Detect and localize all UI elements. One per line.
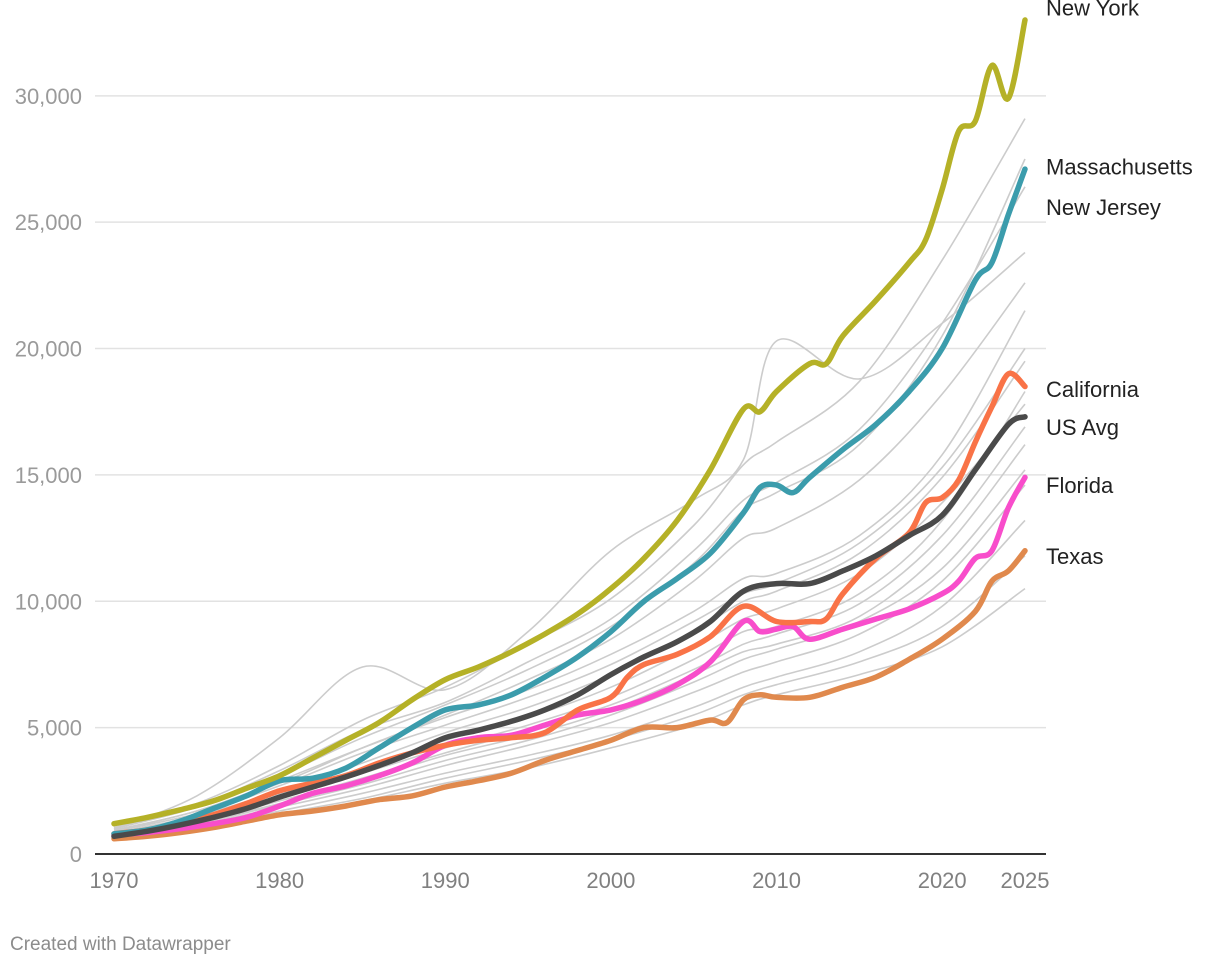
gridlines (95, 95, 1046, 729)
y-tick-label: 20,000 (15, 337, 82, 362)
background-series-line (113, 360, 1026, 834)
series-line-massachusetts (111, 166, 1028, 837)
label-us-avg: US Avg (1046, 415, 1119, 440)
background-series-line (113, 251, 1026, 830)
label-texas: Texas (1046, 544, 1103, 569)
x-axis-tick-labels: 1970 1980 1990 2000 2010 2020 2025 (90, 868, 1050, 893)
background-series-line (113, 426, 1026, 836)
x-tick-label: 1980 (255, 868, 304, 893)
background-series-line (113, 118, 1026, 829)
x-tick-label: 2020 (918, 868, 967, 893)
label-california: California (1046, 377, 1140, 402)
y-tick-label: 0 (70, 842, 82, 867)
x-tick-label: 2010 (752, 868, 801, 893)
y-axis-tick-labels: 0 5,000 10,000 15,000 20,000 25,000 30,000 (15, 84, 82, 867)
series-line-new-york (111, 17, 1028, 827)
label-florida: Florida (1046, 473, 1114, 498)
y-tick-label: 10,000 (15, 589, 82, 614)
highlighted-series-lines (111, 17, 1028, 842)
y-tick-label: 30,000 (15, 84, 82, 109)
series-line-florida (111, 474, 1028, 838)
credit-text: Created with Datawrapper (10, 934, 231, 955)
x-tick-label: 1970 (90, 868, 139, 893)
background-series-line (113, 444, 1026, 838)
series-end-labels: New York Massachusetts New Jersey Californi… (1046, 0, 1193, 569)
label-new-jersey: New Jersey (1046, 195, 1161, 220)
background-series-line (113, 519, 1026, 840)
series-line-california (111, 370, 1028, 837)
x-tick-label: 2000 (586, 868, 635, 893)
y-tick-label: 15,000 (15, 463, 82, 488)
background-series-line (113, 186, 1026, 830)
x-tick-label: 2025 (1001, 868, 1050, 893)
x-tick-label: 1990 (421, 868, 470, 893)
label-new-york: New York (1046, 0, 1140, 20)
series-line-texas (111, 547, 1028, 842)
background-series-lines (113, 118, 1026, 841)
label-massachusetts: Massachusetts (1046, 155, 1193, 180)
y-tick-label: 25,000 (15, 210, 82, 235)
background-series-line (113, 348, 1026, 833)
y-tick-label: 5,000 (27, 716, 82, 741)
background-series-line (113, 469, 1026, 838)
background-series-line (113, 282, 1026, 833)
series-line-us-avg (111, 414, 1028, 840)
